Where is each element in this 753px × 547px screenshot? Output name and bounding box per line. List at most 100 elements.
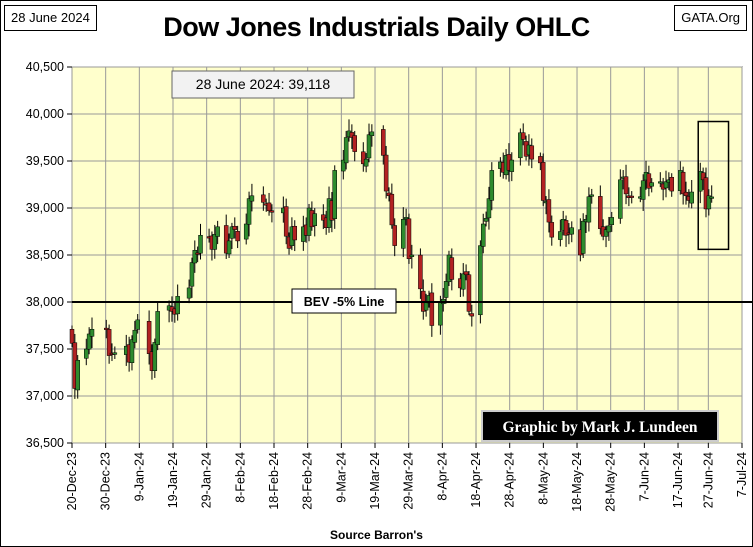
candle-body	[406, 218, 412, 260]
x-tick-label: 7-Jun-24	[637, 452, 651, 501]
candle-body	[152, 342, 158, 371]
candle-body	[212, 234, 218, 250]
candle-body	[478, 245, 483, 316]
candle-body	[489, 170, 495, 201]
x-tick-label: 7-Jul-24	[735, 452, 749, 497]
candle-body	[603, 229, 609, 237]
candle-body	[292, 225, 298, 241]
y-tick-label: 37,000	[26, 389, 64, 403]
gridlines	[71, 66, 743, 444]
candle-body	[483, 218, 489, 222]
x-axis: 20-Dec-23 30-Dec-23 9-Jan-24 19-Jan-24 29-Ja…	[65, 443, 749, 512]
x-tick-label: 29-Jan-24	[200, 452, 214, 508]
candle-body	[229, 226, 235, 239]
candle-body	[538, 156, 543, 164]
candle-body	[529, 145, 535, 160]
candle-body	[509, 159, 515, 172]
candle-body	[640, 180, 646, 200]
candle-body	[198, 235, 203, 254]
candle-body	[703, 177, 709, 210]
candle-body	[469, 313, 475, 317]
candle-body	[223, 225, 229, 254]
candle-body	[689, 191, 694, 204]
annotation-text: 28 June 2024: 39,118	[196, 76, 331, 92]
x-tick-label: 20-Dec-23	[65, 452, 79, 510]
x-tick-label: 18-Apr-24	[469, 452, 483, 508]
candle-body	[232, 226, 238, 230]
candle-body	[401, 219, 406, 249]
candle-body	[663, 181, 669, 189]
candle-body	[243, 223, 249, 240]
candle-body	[146, 321, 152, 354]
x-tick-label: 8-Feb-24	[233, 452, 247, 503]
candle-body	[332, 170, 337, 219]
x-tick-label: 9-Jan-24	[132, 452, 146, 501]
x-tick-label: 18-May-24	[570, 452, 584, 512]
x-tick-label: 30-Dec-23	[99, 452, 113, 510]
candle-body	[709, 196, 714, 199]
y-axis: 36,500 37,000 37,500 38,000 38,500 39,000 39,5…	[26, 60, 72, 450]
candle-body	[383, 154, 389, 192]
candle-body	[580, 220, 586, 254]
candle-body	[112, 352, 118, 355]
x-tick-label: 28-May-24	[604, 452, 618, 512]
x-tick-label: 27-Jun-24	[701, 452, 715, 508]
candle-body	[423, 301, 429, 311]
candle-body	[106, 329, 112, 356]
highlight-box-group	[697, 120, 730, 251]
candle-body	[312, 213, 317, 227]
candle-body	[680, 171, 686, 195]
candle-body	[429, 292, 435, 326]
candle-body	[341, 159, 346, 172]
candle-body	[700, 172, 706, 181]
annotation-box	[171, 70, 355, 99]
candle-body	[249, 195, 255, 202]
candle-body	[449, 257, 455, 280]
candle-body	[518, 132, 523, 159]
candle-body	[192, 250, 198, 264]
candle-body	[89, 329, 95, 337]
date-label: 28 June 2024	[4, 5, 97, 31]
candle-body	[598, 196, 603, 229]
candle-body	[623, 176, 629, 195]
y-tick-label: 37,500	[26, 342, 64, 356]
candle-body	[658, 181, 663, 184]
candle-body	[129, 339, 135, 363]
candle-body	[261, 194, 266, 203]
x-tick-label: 19-Jan-24	[166, 452, 180, 508]
candle-body	[321, 214, 326, 221]
candle-body	[175, 296, 180, 315]
candle-body	[586, 196, 592, 223]
candle-body	[283, 206, 289, 237]
candle-body	[540, 162, 546, 201]
candle-body	[438, 301, 443, 326]
credit-text: Graphic by Mark J. Lundeen	[502, 419, 697, 436]
x-tick-label: 18-Feb-24	[267, 452, 281, 510]
x-tick-label: 17-Jun-24	[671, 452, 685, 508]
candle-body	[480, 223, 486, 247]
candle-body	[546, 199, 552, 223]
candle-body	[343, 137, 349, 164]
source-note: Source Barron's	[330, 528, 423, 542]
candle-body	[266, 202, 272, 212]
candle-body	[352, 135, 357, 152]
candle-body	[549, 222, 555, 238]
y-tick-label: 36,500	[26, 436, 64, 450]
candle-body	[381, 129, 386, 156]
y-tick-label: 39,000	[26, 201, 64, 215]
y-tick-label: 38,500	[26, 248, 64, 262]
candle-body	[84, 348, 89, 359]
bev-label-box	[291, 288, 397, 314]
candle-body	[361, 151, 366, 165]
source-site-label: GATA.Org	[674, 5, 747, 31]
candle-body	[104, 327, 109, 330]
candle-body	[558, 231, 563, 240]
chart-title: Dow Jones Industrials Daily OHLC	[163, 12, 590, 42]
x-tick-label: 8-May-24	[536, 452, 550, 505]
candle-body	[409, 254, 415, 257]
candle-body	[155, 311, 160, 345]
candle-body	[215, 226, 220, 237]
candle-body	[443, 281, 449, 298]
candle-body	[629, 195, 634, 198]
